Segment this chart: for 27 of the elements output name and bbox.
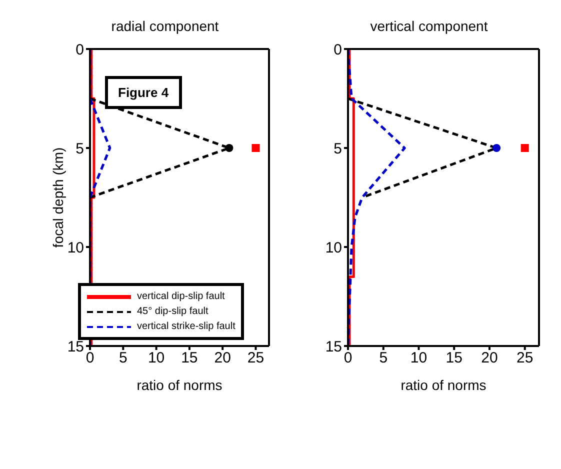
x-tick-label: 20 — [214, 350, 231, 367]
x-tick-label: 15 — [181, 350, 198, 367]
y-tick-label: 10 — [325, 239, 342, 256]
y-tick-label: 5 — [334, 140, 342, 158]
x-tick-label: 25 — [516, 350, 534, 367]
x-tick-label: 25 — [247, 350, 264, 367]
legend-label: vertical dip-slip fault — [137, 291, 225, 302]
x-tick-label: 15 — [446, 350, 462, 367]
y-tick-label: 0 — [76, 41, 84, 58]
y-tick-label: 10 — [67, 239, 84, 256]
x-tick-label: 10 — [148, 350, 165, 367]
x-tick-label: 20 — [481, 350, 498, 367]
y-tick-label: 0 — [334, 41, 342, 58]
y-axis-title: focal depth (km) — [50, 147, 66, 248]
y-tick-label: 15 — [325, 338, 342, 356]
x-axis-title: ratio of norms — [400, 377, 486, 393]
x-axis-title: ratio of norms — [136, 377, 222, 393]
chart-title: vertical component — [369, 18, 489, 34]
x-tick-label: 10 — [410, 350, 428, 367]
chart-title: radial component — [110, 18, 220, 34]
legend-label: 45° dip-slip fault — [137, 306, 208, 317]
y-tick-label: 5 — [76, 140, 84, 158]
annotation: Figure 4 — [105, 76, 182, 109]
legend-label: vertical strike-slip fault — [137, 321, 236, 332]
y-tick-label: 15 — [67, 338, 84, 356]
x-tick-label: 5 — [379, 350, 388, 367]
x-tick-label: 5 — [118, 350, 128, 367]
